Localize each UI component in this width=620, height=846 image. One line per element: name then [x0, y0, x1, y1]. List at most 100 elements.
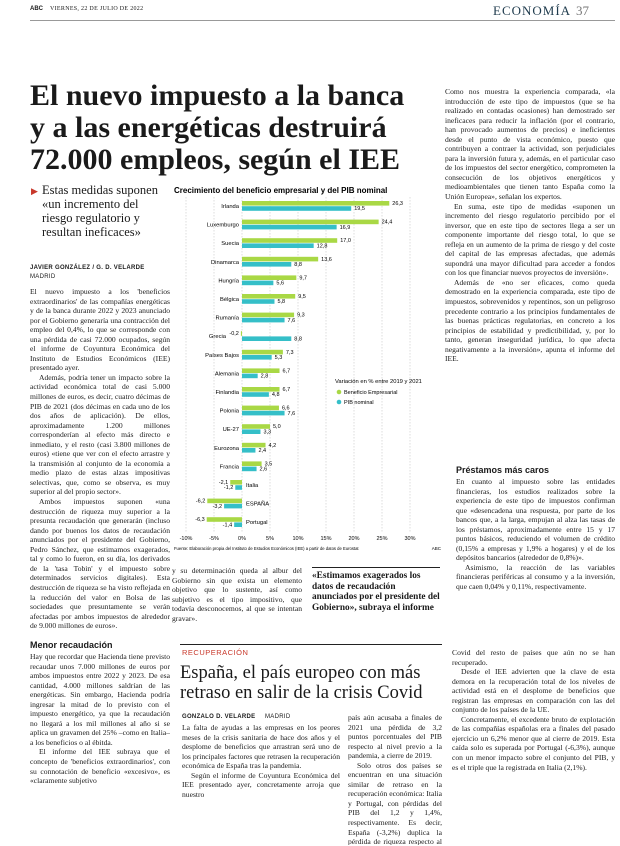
- category-label: Rumanía: [215, 316, 239, 322]
- article-rule: [180, 644, 442, 645]
- bar: [242, 206, 352, 211]
- legend-label: Beneficio Empresarial: [344, 390, 398, 396]
- value-label: 2,4: [258, 448, 266, 454]
- section: ECONOMÍA: [493, 3, 572, 18]
- deck: Estas medidas suponen «un incremento del…: [42, 183, 158, 239]
- page-number: 37: [576, 3, 589, 18]
- bar: [242, 461, 262, 466]
- value-label: -3,2: [213, 504, 222, 510]
- value-label: 5,6: [276, 281, 284, 287]
- category-label: Países Bajos: [205, 353, 239, 359]
- chart-source: Fuente: Elaboración propia del Instituto…: [174, 546, 359, 551]
- paragraph: Según el informe de Coyuntura Económica …: [182, 770, 340, 799]
- value-label: 6,7: [283, 387, 291, 393]
- value-label: 5,3: [275, 355, 283, 361]
- kicker: RECUPERACIÓN: [182, 648, 249, 657]
- bar: [230, 480, 242, 485]
- bar: [242, 201, 390, 206]
- value-label: 26,3: [392, 201, 403, 207]
- value-label: 9,5: [298, 294, 306, 300]
- bar: [242, 405, 279, 411]
- category-label: Eurozona: [214, 446, 240, 452]
- bar: [242, 299, 275, 304]
- category-label: UE-27: [223, 427, 239, 433]
- category-label: Finlandia: [215, 390, 239, 396]
- value-label: -6,3: [195, 517, 204, 523]
- legend-title: Variación en % entre 2019 y 2021: [335, 379, 422, 385]
- bar: [207, 498, 242, 504]
- paragraph: El nuevo impuesto a los 'beneficios extr…: [30, 287, 170, 373]
- header-rule: [30, 20, 615, 21]
- category-label: Luxemburgo: [207, 223, 239, 229]
- bar: [234, 522, 242, 527]
- bar: [242, 448, 256, 453]
- paragraph: Ambos impuestos suponen «una destrucción…: [30, 497, 170, 631]
- x-tick-label: -5%: [209, 536, 219, 542]
- bar: [242, 387, 280, 392]
- paragraph: Solo otros dos países se encuentran en u…: [348, 760, 442, 845]
- category-label: Suecia: [221, 241, 240, 247]
- x-tick-label: -10%: [180, 536, 193, 542]
- paragraph: En suma, este tipo de medidas «suponen u…: [445, 201, 615, 278]
- legend-label: PIB nominal: [344, 400, 374, 406]
- bar: [242, 429, 261, 434]
- legend-swatch: [336, 389, 342, 395]
- paragraph: La falta de ayudas a las empresas en los…: [182, 723, 340, 771]
- bar: [242, 224, 337, 230]
- category-label: Dinamarca: [211, 260, 240, 266]
- value-label: 4,8: [272, 392, 280, 398]
- bar: [242, 312, 295, 318]
- category-label: Polonia: [220, 409, 240, 415]
- bar: [224, 503, 242, 509]
- paragraph: Hay que recordar que Hacienda tiene prev…: [30, 652, 170, 747]
- article2-col2: país aún acusaba a finales de 2021 una p…: [348, 713, 442, 845]
- byline: GONZALO D. VELARDE: [182, 714, 256, 720]
- bar: [242, 238, 338, 243]
- headline: El nuevo impuesto a la banca y a las ener…: [30, 80, 450, 176]
- subhead: Préstamos más caros: [456, 465, 550, 475]
- date: VIERNES, 22 DE JULIO DE 2022: [50, 6, 144, 12]
- value-label: 16,9: [340, 225, 351, 231]
- bar: [242, 349, 283, 355]
- right-column-2: En cuanto al impuesto sobre las entidade…: [456, 477, 615, 627]
- byline: JAVIER GONZÁLEZ / G. D. VELARDE: [30, 265, 145, 271]
- category-label: Grecia: [209, 334, 227, 340]
- chart: Crecimiento del beneficio empresarial y …: [174, 186, 442, 551]
- x-tick-label: 5%: [266, 536, 274, 542]
- value-label: -1,2: [224, 485, 233, 491]
- bar: [242, 219, 379, 225]
- category-label: Alemania: [215, 371, 240, 377]
- category-label: Italia: [246, 483, 259, 489]
- x-tick-label: 0%: [238, 536, 246, 542]
- subhead: Menor recaudación: [30, 640, 113, 650]
- x-tick-label: 15%: [320, 536, 331, 542]
- paragraph: Asimismo, la reacción de las variables f…: [456, 562, 615, 592]
- paragraph: país aún acusaba a finales de 2021 una p…: [348, 713, 442, 761]
- chart-credit: ABC: [432, 546, 442, 551]
- x-tick-label: 30%: [404, 536, 415, 542]
- bar: [242, 392, 269, 397]
- bar: [240, 331, 242, 336]
- bar: [242, 410, 285, 416]
- value-label: 5,0: [273, 424, 281, 430]
- value-label: 8,8: [294, 262, 302, 268]
- legend-swatch: [336, 399, 342, 405]
- bar: [242, 336, 292, 341]
- bar: [242, 280, 274, 286]
- value-label: 6,7: [283, 368, 291, 374]
- value-label: 3,5: [265, 461, 273, 467]
- category-label: ESPAÑA: [246, 501, 269, 508]
- category-label: Bélgica: [220, 297, 240, 303]
- bar: [242, 424, 270, 429]
- paragraph: En cuanto al impuesto sobre las entidade…: [456, 477, 615, 563]
- quote-rule: [312, 567, 440, 568]
- value-label: 17,0: [340, 238, 351, 244]
- value-label: 5,8: [277, 299, 285, 305]
- bar: [242, 317, 285, 323]
- headline-line: 72.000 empleos, según el IEE: [30, 143, 401, 176]
- middle-column: y su determinación queda al albur del Go…: [172, 566, 302, 626]
- chart-title: Crecimiento del beneficio empresarial y …: [174, 186, 387, 195]
- bar: [242, 355, 272, 360]
- value-label: 9,3: [297, 313, 305, 319]
